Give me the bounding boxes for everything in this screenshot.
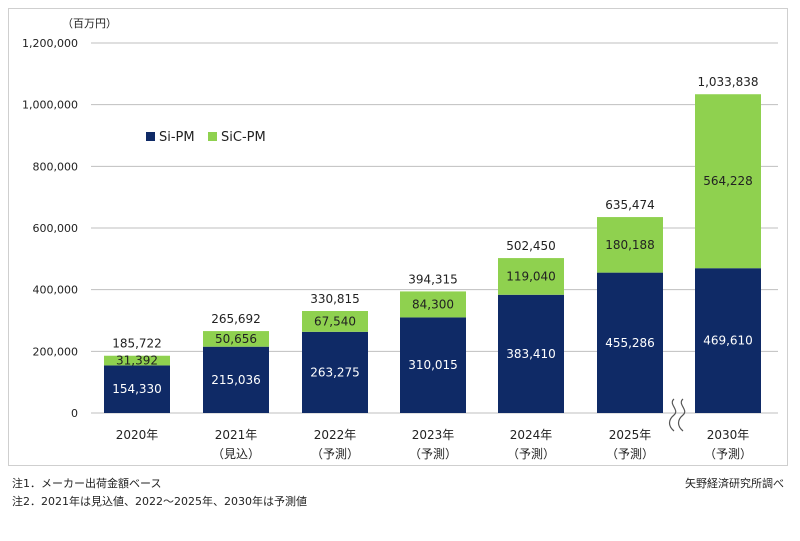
- x-tick-sublabel: （予測）: [507, 447, 555, 461]
- total-label: 265,692: [211, 312, 261, 326]
- x-tick-label: 2024年: [510, 428, 553, 442]
- data-label-sic-pm: 50,656: [215, 332, 257, 346]
- y-unit-label: （百万円）: [62, 17, 117, 30]
- bar-segment-sic-pm: [498, 258, 564, 295]
- bar-segment-sic-pm: [302, 310, 368, 332]
- data-label-sic-pm: 84,300: [412, 297, 454, 311]
- bar-segment-sic-pm: [104, 355, 170, 366]
- x-tick-sublabel: （見込）: [212, 447, 260, 461]
- total-label: 1,033,838: [697, 75, 758, 89]
- y-tick-label: 400,000: [33, 284, 79, 297]
- chart-frame: [8, 8, 788, 466]
- note-2: 注2．2021年は見込値、2022～2025年、2030年は予測値: [12, 495, 307, 508]
- bar-segment-sic-pm: [400, 291, 466, 318]
- bar-segment-sic-pm: [597, 217, 663, 273]
- bar-segment-si-pm: [597, 272, 663, 413]
- total-label: 185,722: [112, 337, 162, 351]
- axis-break-mark: [677, 398, 686, 432]
- x-tick-sublabel: （予測）: [409, 447, 457, 461]
- data-label-si-pm: 310,015: [408, 358, 458, 372]
- stacked-bar-chart: （百万円） 0 200,000 400,000 600,000 800,000 1,000,…: [22, 17, 778, 461]
- legend-label-si-pm: Si-PM: [159, 130, 195, 145]
- x-tick-sublabel: （予測）: [606, 447, 654, 461]
- bar-segment-si-pm: [302, 331, 368, 413]
- data-label-sic-pm: 180,188: [605, 238, 655, 252]
- x-tick-label: 2020年: [116, 428, 159, 442]
- x-tick-sublabel: （予測）: [704, 447, 752, 461]
- y-tick-label: 600,000: [33, 222, 79, 235]
- y-tick-label: 0: [71, 407, 78, 420]
- legend-swatch-si-pm: [146, 132, 155, 141]
- bar-segment-si-pm: [400, 317, 466, 413]
- data-label-sic-pm: 31,392: [116, 354, 158, 368]
- y-tick-label: 1,000,000: [22, 99, 78, 112]
- bar-segment-sic-pm: [203, 331, 269, 347]
- x-tick-label: 2030年: [707, 428, 750, 442]
- data-label-sic-pm: 564,228: [703, 174, 753, 188]
- total-label: 502,450: [506, 239, 556, 253]
- total-label: 394,315: [408, 272, 458, 286]
- source-credit: 矢野経済研究所調べ: [685, 477, 784, 490]
- y-tick-label: 200,000: [33, 345, 79, 358]
- data-label-si-pm: 383,410: [506, 347, 556, 361]
- x-tick-label: 2021年: [215, 428, 258, 442]
- x-tick-label: 2022年: [314, 428, 357, 442]
- bar-segment-si-pm: [104, 365, 170, 413]
- y-tick-label: 800,000: [33, 160, 79, 173]
- axis-break-mark: [668, 398, 677, 432]
- data-label-sic-pm: 67,540: [314, 314, 356, 328]
- legend-label-sic-pm: SiC-PM: [221, 130, 266, 145]
- legend-swatch-sic-pm: [208, 132, 217, 141]
- data-label-si-pm: 263,275: [310, 365, 360, 379]
- bar-segment-si-pm: [695, 268, 761, 413]
- data-label-si-pm: 469,610: [703, 334, 753, 348]
- y-tick-label: 1,200,000: [22, 37, 78, 50]
- x-tick-label: 2023年: [412, 428, 455, 442]
- data-label-sic-pm: 119,040: [506, 269, 556, 283]
- data-label-si-pm: 455,286: [605, 336, 655, 350]
- x-tick-label: 2025年: [609, 428, 652, 442]
- total-label: 330,815: [310, 292, 360, 306]
- bar-segment-si-pm: [203, 346, 269, 413]
- x-tick-sublabel: （予測）: [311, 447, 359, 461]
- note-1: 注1．メーカー出荷金額ベース: [12, 477, 162, 490]
- data-label-si-pm: 215,036: [211, 373, 261, 387]
- bar-segment-si-pm: [498, 294, 564, 413]
- data-label-si-pm: 154,330: [112, 382, 162, 396]
- bar-segment-sic-pm: [695, 94, 761, 269]
- total-label: 635,474: [605, 198, 655, 212]
